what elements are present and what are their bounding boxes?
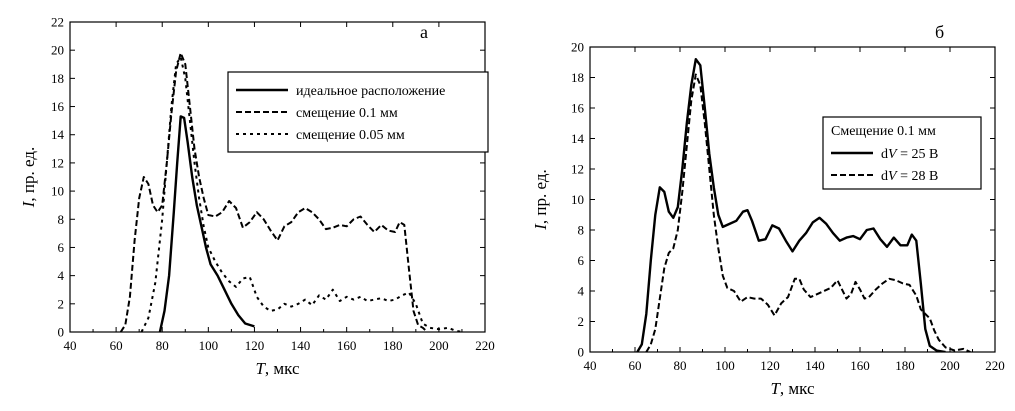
x-axis-var: T [255,359,266,378]
y-tick-label: 14 [51,127,65,142]
legend-title: Смещение 0.1 мм [831,124,936,139]
x-tick-label: 120 [245,338,265,353]
x-tick-label: 100 [199,338,219,353]
y-tick-label: 18 [571,70,584,85]
x-tick-label: 120 [760,358,780,373]
x-axis-sep: , [780,379,789,398]
x-tick-label: 160 [850,358,870,373]
y-tick-label: 22 [51,15,64,30]
x-tick-label: 100 [715,358,735,373]
y-axis-unit: пр. ед. [19,147,38,193]
panel-a: 40 60 80 100 120 140 160 180 200 220 0 2 4 6 8 10 12 14 16… [19,15,495,379]
x-axis-label: T, мкс [255,359,300,378]
y-axis-label: I, пр. ед. [19,147,38,209]
x-axis-label: T, мкс [770,379,815,398]
y-tick-label: 16 [571,101,585,116]
legend-box [227,71,489,153]
legend: идеальное расположение смещение 0.1 мм сме… [227,71,489,153]
y-axis-label: I, пр. ед. [531,169,550,231]
legend-label-3: смещение 0.05 мм [296,128,405,143]
y-tick-label: 20 [51,43,64,58]
legend-label-2: смещение 0.1 мм [296,106,398,121]
x-tick-label: 80 [156,338,169,353]
y-tick-label: 8 [58,212,65,227]
y-tick-label: 8 [578,223,585,238]
y-tick-label: 12 [51,155,64,170]
y-tick-label: 0 [58,325,65,340]
y-tick-label: 6 [578,253,585,268]
legend-label-var: V [888,147,898,162]
series-line-2 [119,52,429,332]
x-tick-label: 220 [475,338,495,353]
y-axis-unit: пр. ед. [531,169,550,215]
legend-label-1: dV = 25 B [881,147,938,162]
x-tick-label: 140 [805,358,825,373]
x-tick-label: 200 [429,338,449,353]
legend-label-var: V [888,169,898,184]
legend-label-pre: d [881,147,888,162]
series-line-1 [636,58,946,352]
panel-letter: а [420,22,428,42]
y-tick-label: 10 [51,184,64,199]
y-tick-label: 2 [58,296,65,311]
series-line-2 [645,73,971,352]
x-tick-label: 180 [383,338,403,353]
x-tick-label: 160 [337,338,357,353]
y-tick-label: 6 [58,240,65,255]
x-axis-unit: мкс [273,359,300,378]
y-axis-var: I [19,200,38,208]
series-line-1 [158,115,255,332]
x-axis-unit: мкс [788,379,815,398]
y-tick-label: 18 [51,71,64,86]
y-axis-sep: , [531,216,550,225]
y-tick-label: 10 [571,192,584,207]
legend-label-1: идеальное расположение [296,84,445,99]
y-axis-sep: , [19,193,38,202]
y-tick-label: 0 [578,345,585,360]
y-tick-label: 20 [571,40,584,55]
panel-letter: б [935,22,944,42]
y-axis-var: I [531,223,550,231]
x-tick-label: 40 [584,358,597,373]
panel-b: 40 60 80 100 120 140 160 180 200 220 0 2 4 6 8 10 12 14 16… [531,22,1005,398]
x-tick-label: 40 [64,338,77,353]
y-tick-label: 4 [578,284,585,299]
x-tick-label: 80 [674,358,687,373]
plot-frame [589,46,996,353]
y-tick-label: 4 [58,268,65,283]
legend-label-post: = 25 B [897,147,939,162]
y-tick-label: 14 [571,131,585,146]
legend-label-pre: d [881,169,888,184]
x-tick-label: 220 [985,358,1005,373]
y-tick-label: 2 [578,314,585,329]
x-axis-sep: , [265,359,274,378]
series-line-3 [140,56,463,332]
x-tick-label: 180 [895,358,915,373]
plot-frame [69,21,486,333]
x-tick-label: 200 [940,358,960,373]
x-tick-label: 140 [291,338,311,353]
y-tick-label: 16 [51,99,65,114]
x-tick-label: 60 [110,338,123,353]
x-axis-var: T [770,379,781,398]
x-tick-label: 60 [629,358,642,373]
y-tick-label: 12 [571,162,584,177]
legend-label-post: = 28 B [897,169,939,184]
legend-label-2: dV = 28 B [881,169,938,184]
